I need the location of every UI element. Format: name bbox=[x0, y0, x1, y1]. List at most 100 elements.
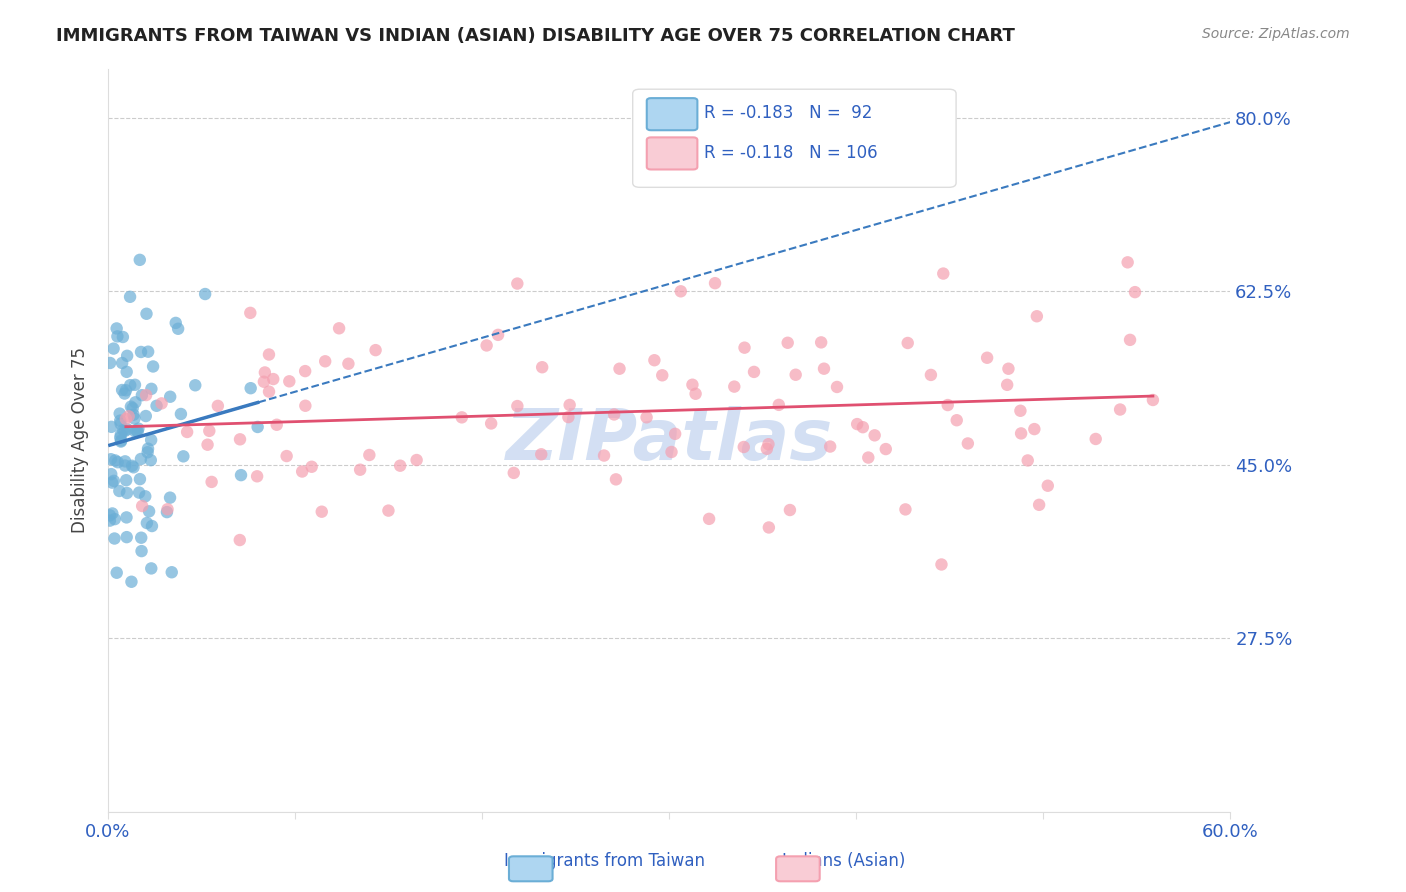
Indians (Asian) bbox=[852, 420, 875, 434]
Immigrants from Taiwan bbox=[105, 566, 128, 580]
Indians (Asian) bbox=[207, 399, 229, 413]
Immigrants from Taiwan bbox=[129, 452, 152, 467]
Immigrants from Taiwan bbox=[101, 475, 124, 490]
Immigrants from Taiwan bbox=[184, 378, 207, 392]
Indians (Asian) bbox=[229, 433, 252, 447]
Indians (Asian) bbox=[931, 558, 953, 572]
Indians (Asian) bbox=[785, 368, 807, 382]
Indians (Asian) bbox=[1025, 310, 1047, 324]
Immigrants from Taiwan bbox=[141, 561, 163, 575]
Indians (Asian) bbox=[301, 459, 323, 474]
Indians (Asian) bbox=[377, 503, 399, 517]
Immigrants from Taiwan bbox=[246, 420, 269, 434]
Immigrants from Taiwan bbox=[103, 474, 125, 488]
Immigrants from Taiwan bbox=[115, 473, 138, 487]
Immigrants from Taiwan bbox=[115, 530, 138, 544]
Immigrants from Taiwan bbox=[108, 407, 131, 421]
Immigrants from Taiwan bbox=[129, 345, 152, 359]
Indians (Asian) bbox=[253, 366, 276, 380]
Indians (Asian) bbox=[734, 341, 756, 355]
Indians (Asian) bbox=[405, 453, 427, 467]
Immigrants from Taiwan bbox=[128, 252, 150, 267]
Immigrants from Taiwan bbox=[111, 356, 134, 370]
Indians (Asian) bbox=[664, 426, 686, 441]
Indians (Asian) bbox=[291, 465, 314, 479]
Immigrants from Taiwan bbox=[145, 399, 167, 413]
Immigrants from Taiwan bbox=[128, 485, 150, 500]
Text: R = -0.118   N = 106: R = -0.118 N = 106 bbox=[704, 144, 877, 161]
Immigrants from Taiwan bbox=[104, 453, 127, 467]
Immigrants from Taiwan bbox=[141, 382, 163, 396]
Indians (Asian) bbox=[1028, 498, 1050, 512]
Immigrants from Taiwan bbox=[115, 486, 138, 500]
Indians (Asian) bbox=[450, 410, 472, 425]
Indians (Asian) bbox=[364, 343, 387, 358]
Immigrants from Taiwan bbox=[111, 330, 134, 344]
Immigrants from Taiwan bbox=[110, 417, 132, 431]
Indians (Asian) bbox=[936, 398, 959, 412]
Immigrants from Taiwan bbox=[141, 519, 163, 533]
Immigrants from Taiwan bbox=[160, 566, 183, 580]
Immigrants from Taiwan bbox=[170, 407, 193, 421]
Immigrants from Taiwan bbox=[156, 505, 179, 519]
Immigrants from Taiwan bbox=[100, 467, 122, 482]
Indians (Asian) bbox=[1036, 479, 1059, 493]
Indians (Asian) bbox=[156, 502, 179, 516]
Immigrants from Taiwan bbox=[120, 378, 142, 392]
Immigrants from Taiwan bbox=[136, 445, 159, 459]
Indians (Asian) bbox=[609, 361, 631, 376]
Indians (Asian) bbox=[266, 417, 288, 432]
Indians (Asian) bbox=[768, 398, 790, 412]
Indians (Asian) bbox=[669, 285, 692, 299]
Immigrants from Taiwan bbox=[120, 290, 142, 304]
Text: Indians (Asian): Indians (Asian) bbox=[782, 852, 905, 870]
Indians (Asian) bbox=[643, 353, 665, 368]
Indians (Asian) bbox=[558, 398, 581, 412]
Immigrants from Taiwan bbox=[138, 504, 160, 518]
Text: IMMIGRANTS FROM TAIWAN VS INDIAN (ASIAN) DISABILITY AGE OVER 75 CORRELATION CHAR: IMMIGRANTS FROM TAIWAN VS INDIAN (ASIAN)… bbox=[56, 27, 1015, 45]
Indians (Asian) bbox=[257, 384, 280, 399]
Indians (Asian) bbox=[997, 361, 1019, 376]
Indians (Asian) bbox=[328, 321, 350, 335]
Indians (Asian) bbox=[681, 377, 703, 392]
Immigrants from Taiwan bbox=[136, 344, 159, 359]
Immigrants from Taiwan bbox=[108, 483, 131, 498]
Indians (Asian) bbox=[976, 351, 998, 365]
Immigrants from Taiwan bbox=[159, 491, 181, 505]
Indians (Asian) bbox=[651, 368, 673, 383]
Indians (Asian) bbox=[1116, 255, 1139, 269]
Indians (Asian) bbox=[118, 409, 141, 424]
Indians (Asian) bbox=[995, 377, 1018, 392]
Immigrants from Taiwan bbox=[121, 458, 143, 473]
Indians (Asian) bbox=[755, 442, 778, 456]
Indians (Asian) bbox=[1024, 422, 1046, 436]
Text: R = -0.183   N =  92: R = -0.183 N = 92 bbox=[704, 104, 873, 122]
Immigrants from Taiwan bbox=[120, 574, 142, 589]
Immigrants from Taiwan bbox=[114, 454, 136, 468]
Indians (Asian) bbox=[779, 503, 801, 517]
Indians (Asian) bbox=[253, 375, 276, 389]
Immigrants from Taiwan bbox=[136, 442, 159, 456]
Indians (Asian) bbox=[337, 357, 360, 371]
Indians (Asian) bbox=[557, 410, 579, 425]
Indians (Asian) bbox=[894, 502, 917, 516]
Immigrants from Taiwan bbox=[105, 321, 128, 335]
Indians (Asian) bbox=[810, 335, 832, 350]
Immigrants from Taiwan bbox=[115, 510, 138, 524]
Immigrants from Taiwan bbox=[135, 516, 157, 530]
Immigrants from Taiwan bbox=[103, 532, 125, 546]
Immigrants from Taiwan bbox=[131, 544, 153, 558]
Indians (Asian) bbox=[742, 365, 765, 379]
Indians (Asian) bbox=[311, 505, 333, 519]
Immigrants from Taiwan bbox=[139, 453, 162, 467]
Indians (Asian) bbox=[704, 276, 727, 290]
Indians (Asian) bbox=[920, 368, 942, 382]
Indians (Asian) bbox=[531, 360, 554, 375]
Immigrants from Taiwan bbox=[125, 424, 148, 438]
Immigrants from Taiwan bbox=[105, 329, 128, 343]
Immigrants from Taiwan bbox=[129, 531, 152, 545]
Immigrants from Taiwan bbox=[124, 425, 146, 439]
Immigrants from Taiwan bbox=[110, 431, 132, 445]
Indians (Asian) bbox=[278, 374, 301, 388]
Indians (Asian) bbox=[486, 327, 509, 342]
